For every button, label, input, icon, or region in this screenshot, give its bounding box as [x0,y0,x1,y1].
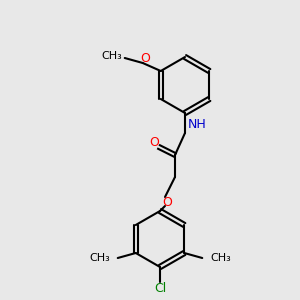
Text: CH₃: CH₃ [210,253,231,263]
Text: CH₃: CH₃ [101,51,122,61]
Text: O: O [140,52,150,64]
Text: O: O [149,136,159,148]
Text: Cl: Cl [154,283,166,296]
Text: O: O [162,196,172,208]
Text: CH₃: CH₃ [89,253,110,263]
Text: NH: NH [188,118,206,131]
